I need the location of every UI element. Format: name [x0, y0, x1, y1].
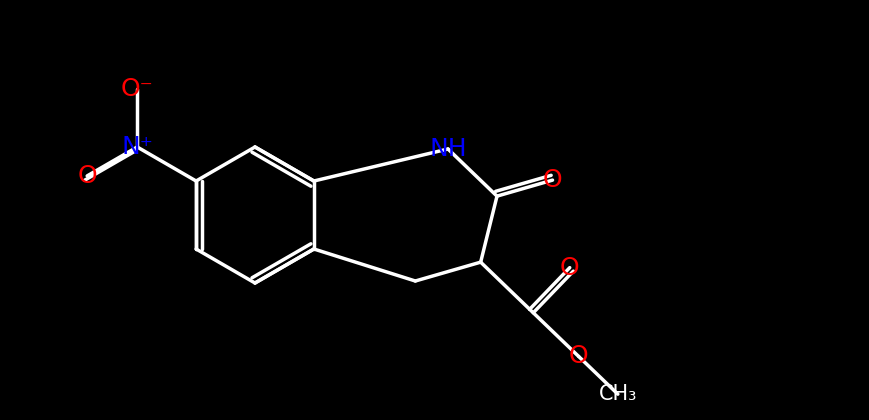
Text: N⁺: N⁺ — [122, 135, 153, 159]
Text: CH₃: CH₃ — [599, 384, 637, 404]
Text: NH: NH — [429, 137, 467, 161]
Text: O: O — [543, 168, 562, 192]
Text: O: O — [560, 256, 580, 280]
Text: O: O — [569, 344, 588, 368]
Text: O⁻: O⁻ — [121, 77, 154, 101]
Text: O: O — [77, 164, 97, 188]
